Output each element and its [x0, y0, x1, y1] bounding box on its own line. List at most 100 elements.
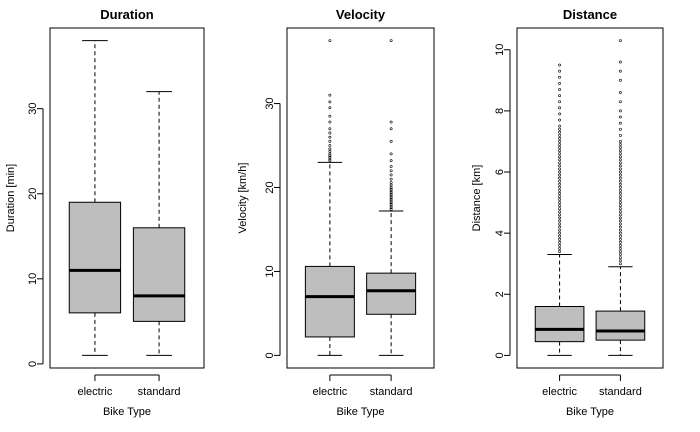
outlier-point — [558, 216, 561, 220]
y-axis: 0 10 20 30 — [27, 103, 44, 367]
outlier-point — [619, 207, 622, 211]
outlier-point — [328, 100, 332, 104]
y-tick-label: 10 — [27, 273, 39, 285]
outlier-point — [328, 135, 332, 139]
x-tick-label: standard — [138, 386, 181, 398]
outlier-point — [558, 158, 561, 162]
outlier-point — [558, 88, 561, 91]
y-tick-label: 2 — [494, 291, 506, 297]
x-axis-label: Bike Type — [103, 406, 151, 418]
outlier-point — [619, 158, 622, 162]
y-tick-label: 0 — [264, 352, 276, 358]
y-tick-label: 30 — [264, 97, 276, 109]
x-axis: electric standard — [312, 374, 413, 398]
outlier-point — [389, 196, 393, 199]
outlier-point — [328, 155, 332, 159]
y-tick-label: 30 — [27, 103, 39, 115]
outlier-point — [558, 149, 561, 153]
outlier-point — [619, 100, 622, 104]
outlier-point — [619, 219, 622, 223]
outlier-point — [619, 173, 622, 177]
outlier-point — [619, 146, 622, 149]
outlier-point — [619, 222, 622, 226]
outlier-point — [328, 159, 332, 163]
box-iqr — [534, 306, 585, 343]
outlier-point — [558, 75, 561, 79]
outlier-point — [558, 170, 561, 174]
outlier-point — [619, 152, 622, 156]
box-standard — [132, 91, 186, 356]
outlier-point — [558, 152, 561, 156]
outlier-point — [328, 93, 332, 97]
outlier-point — [619, 198, 622, 201]
y-tick-label: 10 — [494, 44, 506, 56]
outlier-point — [389, 173, 393, 177]
plot-frame — [49, 27, 205, 369]
outlier-point — [619, 256, 622, 260]
outlier-point — [558, 250, 561, 253]
box-standard — [366, 39, 417, 356]
outlier-point — [389, 197, 393, 201]
outlier-point — [619, 170, 622, 174]
outlier-point — [558, 192, 561, 195]
x-axis-label: Bike Type — [566, 406, 614, 418]
box-iqr — [366, 272, 417, 315]
x-tick-label: electric — [312, 386, 347, 398]
outlier-point — [619, 149, 622, 153]
outlier-point — [558, 222, 561, 226]
outlier-point — [558, 240, 561, 244]
plot-frame — [516, 27, 664, 369]
outlier-point — [619, 182, 622, 186]
outlier-point — [619, 39, 622, 42]
y-axis: 0 2 4 6 8 10 — [494, 44, 511, 358]
outlier-point — [389, 181, 393, 184]
outlier-point — [619, 240, 622, 244]
outlier-point — [328, 39, 332, 42]
outlier-point — [558, 112, 561, 116]
outlier-point — [619, 247, 622, 250]
outlier-point — [619, 167, 622, 171]
box-iqr — [68, 201, 122, 314]
outlier-point — [619, 143, 622, 146]
y-axis-label: Distance [km] — [471, 165, 483, 232]
x-axis: electric standard — [542, 374, 642, 398]
outlier-point — [558, 225, 561, 229]
outlier-point — [558, 146, 561, 149]
outlier-point — [558, 143, 561, 146]
outlier-point — [619, 210, 622, 214]
outlier-point — [619, 164, 622, 168]
outlier-point — [389, 207, 393, 211]
outlier-point — [619, 91, 622, 94]
outlier-point — [328, 120, 332, 124]
outlier-point — [389, 186, 393, 189]
panel-duration: Duration 0 10 20 30 Duration [min] electric sta… — [5, 7, 205, 418]
outlier-point — [619, 228, 622, 232]
y-tick-label: 20 — [27, 188, 39, 200]
x-tick-label: standard — [599, 386, 642, 398]
outlier-point — [389, 39, 393, 42]
y-tick-label: 6 — [494, 169, 506, 175]
outlier-point — [619, 127, 622, 131]
y-tick-label: 4 — [494, 230, 506, 236]
box-iqr — [595, 310, 646, 341]
outlier-point — [619, 69, 622, 73]
outlier-point — [619, 109, 622, 113]
outlier-point — [558, 179, 561, 183]
y-tick-label: 0 — [27, 361, 39, 367]
panel-title: Distance — [563, 7, 617, 22]
outlier-point — [328, 106, 332, 110]
outlier-point — [328, 144, 332, 147]
outlier-point — [558, 237, 561, 241]
outlier-point — [558, 155, 561, 159]
outlier-point — [328, 139, 332, 143]
outlier-point — [328, 157, 332, 161]
outlier-point — [558, 106, 561, 110]
box-iqr — [304, 265, 355, 338]
outlier-point — [389, 177, 393, 181]
outlier-point — [389, 183, 393, 187]
plot-frame — [286, 27, 435, 369]
y-axis-label: Velocity [km/h] — [237, 163, 249, 234]
box-standard — [595, 39, 646, 356]
y-tick-label: 8 — [494, 108, 506, 114]
outlier-point — [619, 262, 622, 266]
